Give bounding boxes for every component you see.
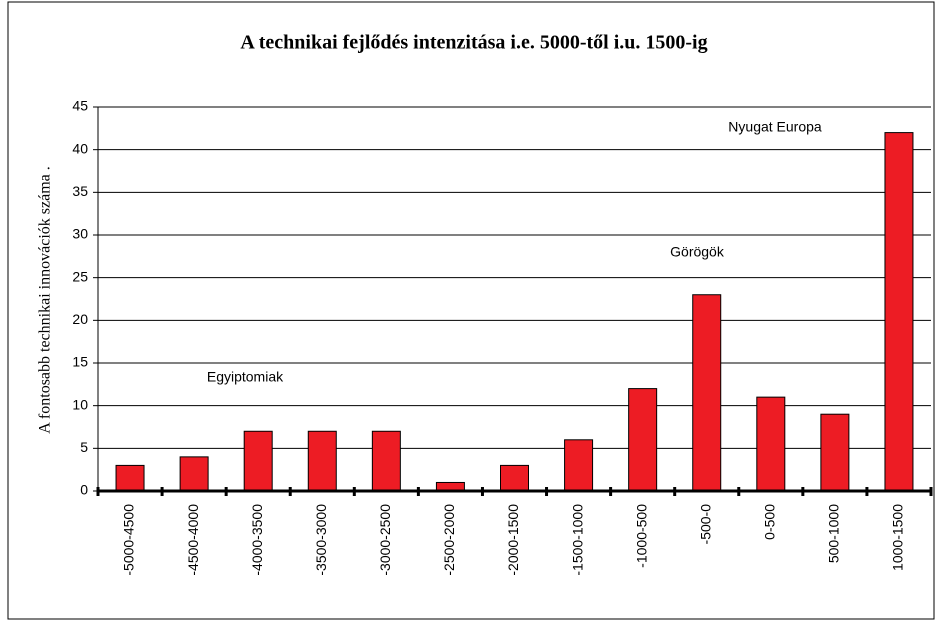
x-tick-label: 1000-1500 (890, 504, 906, 571)
x-tick-label: -3000-2500 (377, 504, 393, 576)
x-tick-label: -1500-1000 (569, 504, 585, 576)
x-tick-label: 0-500 (762, 504, 778, 540)
bar (371, 430, 401, 492)
x-tick-label: -4000-3500 (249, 504, 265, 576)
x-tick-label: -5000-4500 (121, 504, 137, 576)
bar (500, 464, 529, 492)
bar (564, 439, 594, 492)
y-tick-label: 25 (72, 268, 88, 284)
bar (884, 132, 914, 492)
x-tick-label: -2000-1500 (505, 504, 521, 576)
bar (307, 430, 337, 492)
bar (628, 388, 658, 492)
chart-title: A technikai fejlődés intenzitása i.e. 50… (240, 32, 707, 54)
chart-border (7, 1, 935, 620)
bar (115, 464, 145, 492)
x-tick-label: 500-1000 (826, 504, 842, 563)
y-tick-label: 20 (72, 311, 88, 327)
y-tick-label: 35 (72, 183, 88, 199)
x-tick-label: -4500-4000 (185, 504, 201, 576)
annotation: Nyugat Europa (728, 119, 822, 135)
y-tick-label: 45 (72, 98, 88, 114)
bar (692, 294, 722, 492)
y-tick-label: 10 (72, 396, 88, 412)
y-tick-label: 5 (80, 439, 88, 455)
y-tick-label: 30 (72, 226, 88, 242)
x-tick-label: -3500-3000 (313, 504, 329, 576)
x-tick-label: -500-0 (697, 504, 713, 545)
x-tick-label: -2500-2000 (441, 504, 457, 576)
bar (243, 430, 273, 492)
annotation: Görögök (670, 244, 725, 260)
y-tick-label: 0 (80, 482, 88, 498)
bar (756, 396, 786, 492)
bar (179, 456, 209, 492)
annotation: Egyiptomiak (207, 369, 284, 385)
y-axis-label: A fontosabb technikai innovációk száma . (37, 166, 54, 433)
bar (820, 413, 850, 492)
y-tick-label: 40 (72, 140, 88, 156)
y-tick-label: 15 (72, 354, 88, 370)
x-tick-label: -1000-500 (633, 504, 649, 568)
